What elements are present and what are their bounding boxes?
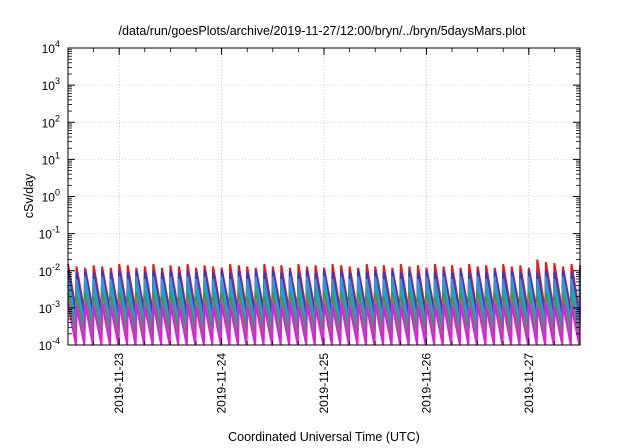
y-tick-label: 104 [42, 39, 60, 56]
x-tick-label: 2019-11-23 [112, 353, 126, 414]
series-line [67, 292, 581, 336]
y-tick-label: 10-2 [39, 262, 60, 279]
y-tick-label: 100 [42, 188, 60, 205]
y-tick-label: 10-4 [39, 336, 60, 353]
x-tick-labels: 2019-11-23 2019-11-24 2019-11-25 2019-11-26… [112, 353, 536, 414]
x-tick-label: 2019-11-24 [215, 353, 229, 414]
x-axis-label: Coordinated Universal Time (UTC) [228, 430, 420, 444]
y-tick-label: 10-1 [39, 225, 60, 242]
x-tick-label: 2019-11-27 [522, 353, 536, 414]
x-tick-label: 2019-11-25 [317, 353, 331, 414]
y-tick-label: 102 [42, 113, 60, 130]
axis-ticks [67, 47, 581, 346]
series-line [67, 285, 581, 334]
series-line [67, 303, 581, 346]
y-tick-label: 10-3 [39, 299, 60, 316]
series-line [67, 259, 581, 312]
series-line [67, 276, 581, 325]
chart-title: /data/run/goesPlots/archive/2019-11-27/1… [119, 24, 526, 38]
series-line [67, 270, 581, 320]
y-tick-label: 101 [42, 150, 60, 167]
y-tick-labels: 10-4 10-3 10-2 10-1 100 101 102 103 104 [39, 39, 60, 353]
data-series [67, 259, 581, 346]
series-line [67, 298, 581, 343]
y-axis-label: cSv/day [22, 173, 36, 218]
y-tick-label: 103 [42, 76, 60, 93]
x-tick-label: 2019-11-26 [419, 353, 433, 414]
